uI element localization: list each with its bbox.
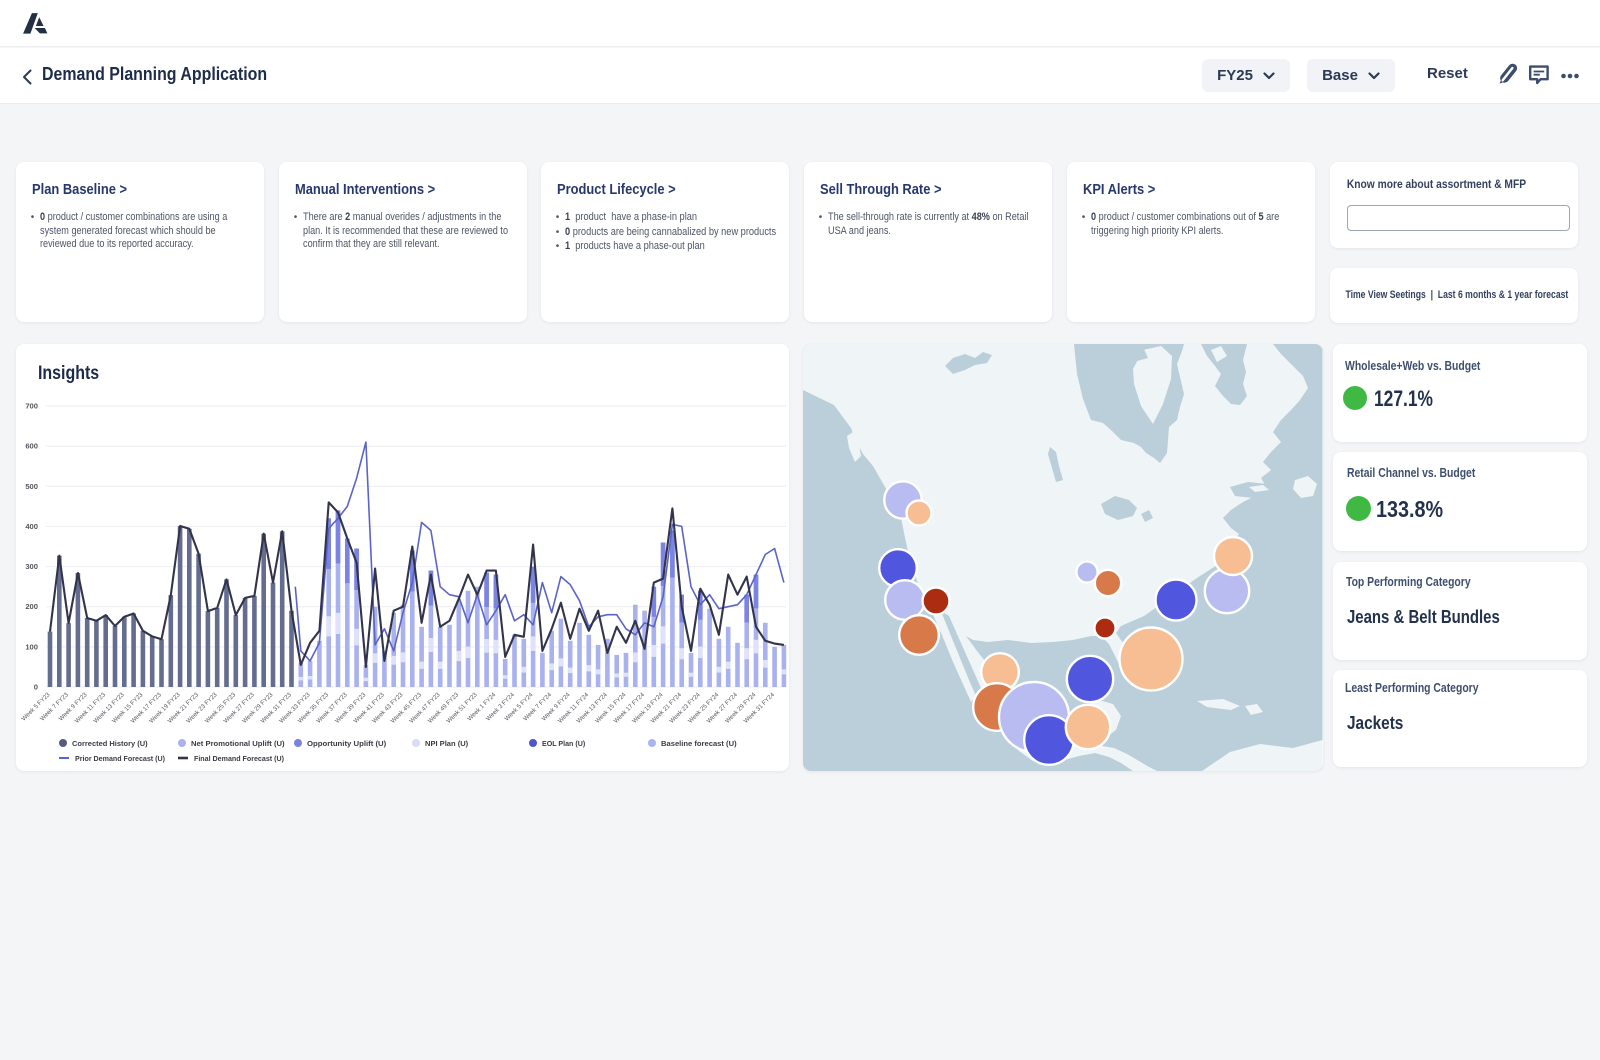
svg-text:NPI Plan (U): NPI Plan (U) [425,739,469,748]
svg-text:Baseline forecast (U): Baseline forecast (U) [661,739,737,748]
svg-text:300: 300 [25,562,38,571]
svg-text:Net Promotional Uplift (U): Net Promotional Uplift (U) [191,739,285,748]
svg-text:500: 500 [25,482,38,491]
svg-text:Opportunity Uplift (U): Opportunity Uplift (U) [307,739,387,748]
svg-text:0: 0 [34,683,38,692]
svg-text:700: 700 [25,402,38,411]
svg-text:400: 400 [25,522,38,531]
svg-text:200: 200 [25,602,38,611]
svg-text:100: 100 [25,642,38,651]
svg-text:Prior Demand Forecast (U): Prior Demand Forecast (U) [75,754,165,763]
svg-text:EOL Plan (U): EOL Plan (U) [542,739,586,748]
svg-text:Final Demand Forecast (U): Final Demand Forecast (U) [194,754,284,763]
svg-text:Corrected History (U): Corrected History (U) [72,739,148,748]
svg-text:600: 600 [25,442,38,451]
